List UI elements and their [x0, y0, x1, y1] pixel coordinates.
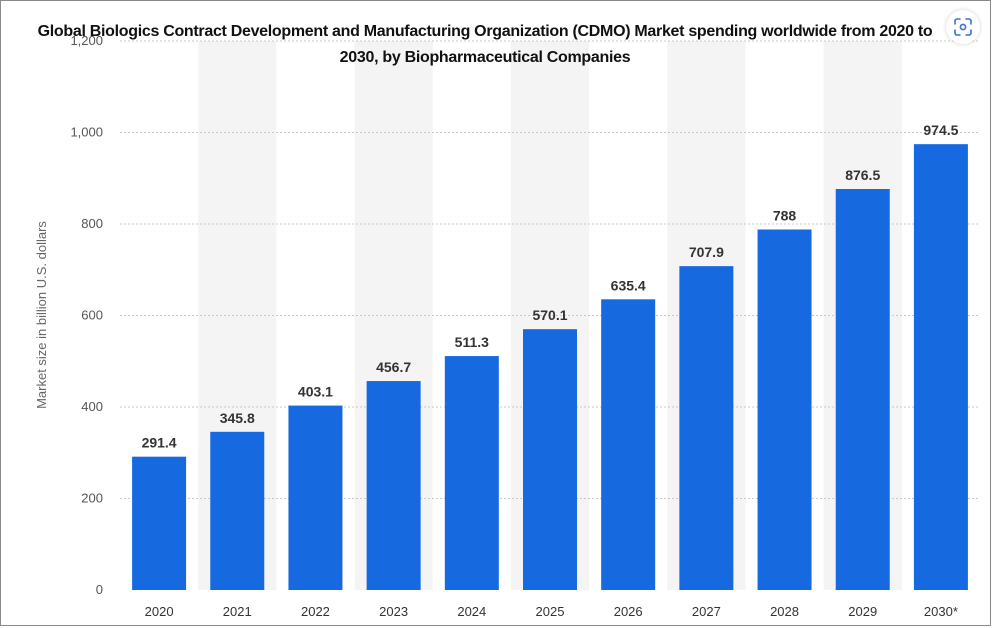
bar	[835, 189, 890, 590]
bar	[601, 299, 656, 590]
y-tick-label: 800	[81, 216, 103, 231]
x-tick-label: 2024	[457, 604, 486, 619]
data-label: 707.9	[689, 244, 724, 260]
data-label: 291.4	[142, 435, 177, 451]
data-label: 403.1	[298, 384, 333, 400]
x-tick-label: 2026	[614, 604, 643, 619]
bar	[679, 266, 734, 590]
y-tick-label: 600	[81, 308, 103, 323]
x-tick-label: 2025	[536, 604, 565, 619]
bar	[757, 229, 812, 591]
x-tick-label: 2028	[770, 604, 799, 619]
bar	[913, 144, 968, 590]
data-label: 974.5	[923, 122, 958, 138]
y-tick-label: 400	[81, 399, 103, 414]
bar	[132, 456, 187, 590]
bar	[288, 405, 343, 590]
y-tick-label: 1,000	[70, 125, 103, 140]
data-label: 635.4	[611, 277, 646, 293]
x-tick-label: 2020	[145, 604, 174, 619]
data-label: 876.5	[845, 167, 880, 183]
bar	[523, 329, 577, 590]
visual-search-button[interactable]	[946, 10, 980, 44]
y-tick-label: 200	[81, 491, 103, 506]
chart-title: Global Biologics Contract Development an…	[37, 23, 933, 66]
data-label: 570.1	[532, 307, 567, 323]
y-axis-ticks: 0 200 400 600 800 1,000 1,200	[70, 33, 103, 597]
bars	[132, 144, 968, 591]
data-labels: 291.4 345.8 403.1 456.7 511.3 570.1 635.4 707.9…	[142, 122, 959, 451]
x-axis-ticks: 2020 2021 2022 2023 2024 2025 2026 2027 2028 2029…	[145, 604, 958, 619]
x-tick-label: 2027	[692, 604, 721, 619]
data-label: 456.7	[376, 359, 411, 375]
x-tick-label: 2022	[301, 604, 330, 619]
x-tick-label: 2023	[379, 604, 408, 619]
data-label: 345.8	[220, 410, 255, 426]
bar	[444, 356, 499, 590]
bar	[210, 431, 265, 590]
visual-search-icon	[954, 18, 972, 36]
y-tick-label: 0	[96, 582, 103, 597]
y-tick-label: 1,200	[70, 33, 103, 48]
x-tick-label: 2030*	[924, 604, 958, 619]
data-label: 511.3	[455, 334, 489, 350]
bar	[366, 381, 421, 590]
data-label: 788	[773, 207, 797, 223]
x-tick-label: 2021	[223, 604, 252, 619]
x-tick-label: 2029	[848, 604, 877, 619]
y-axis-label: Market size in billion U.S. dollars	[34, 221, 49, 409]
